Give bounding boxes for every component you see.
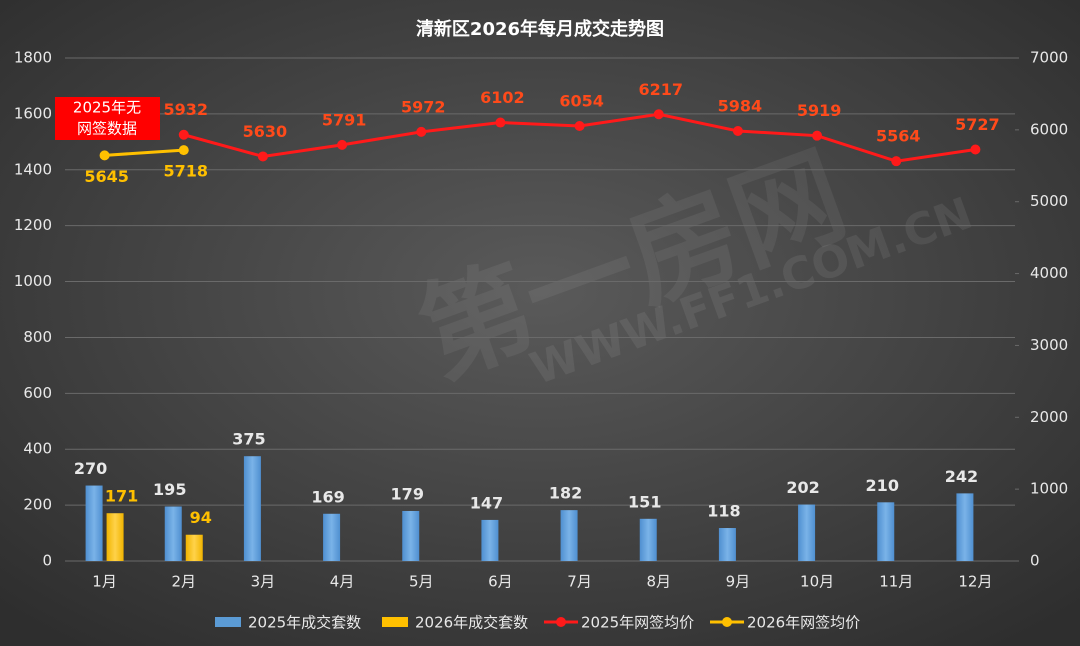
line-point [416, 126, 427, 137]
annotation: 网签数据 [77, 120, 137, 138]
bar [639, 518, 657, 561]
data-label: 151 [628, 492, 661, 511]
x-tick-label: 2月 [171, 573, 196, 591]
y-tick-label: 800 [23, 328, 52, 346]
x-tick-label: 4月 [330, 573, 355, 591]
bar [956, 493, 974, 561]
annotation: 2025年无 [73, 99, 141, 117]
line-point [257, 151, 268, 162]
x-tick-label: 5月 [409, 573, 434, 591]
x-tick-label: 1月 [92, 573, 117, 591]
line-point [970, 144, 981, 155]
bar [85, 485, 103, 561]
bar [323, 513, 341, 561]
line-point [812, 130, 823, 141]
y2-tick-label: 0 [1030, 552, 1040, 570]
y2-tick-label: 1000 [1030, 480, 1068, 498]
bar [798, 504, 816, 561]
data-label: 147 [470, 493, 503, 512]
y-tick-label: 1400 [14, 160, 52, 178]
line-point [732, 126, 743, 137]
bar [106, 513, 124, 561]
y-tick-label: 400 [23, 440, 52, 458]
x-tick-label: 3月 [251, 573, 276, 591]
bar [560, 510, 578, 561]
data-label: 6217 [638, 80, 683, 99]
line-point [574, 120, 585, 131]
bar [185, 534, 203, 561]
y-tick-label: 1800 [14, 49, 52, 67]
line-point [891, 156, 902, 167]
annotation-box [55, 97, 160, 140]
y2-tick-label: 6000 [1030, 120, 1068, 138]
data-label: 118 [707, 502, 740, 521]
data-label: 6102 [480, 88, 525, 107]
bar [164, 506, 182, 561]
data-label: 375 [232, 430, 265, 449]
line-point [495, 117, 506, 128]
x-tick-label: 11月 [879, 573, 913, 591]
data-label: 182 [549, 484, 582, 503]
data-label: 202 [786, 478, 819, 497]
data-label: 5932 [163, 100, 208, 119]
y2-tick-label: 2000 [1030, 408, 1068, 426]
data-label: 171 [105, 487, 138, 506]
x-tick-label: 8月 [646, 573, 671, 591]
data-label: 5919 [797, 101, 842, 120]
y2-tick-label: 7000 [1030, 49, 1068, 67]
x-tick-label: 12月 [958, 573, 992, 591]
y-tick-label: 1200 [14, 216, 52, 234]
x-tick-label: 7月 [567, 573, 592, 591]
data-label: 169 [311, 487, 344, 506]
x-tick-label: 6月 [488, 573, 513, 591]
line-point [178, 129, 189, 140]
data-label: 5564 [876, 127, 921, 146]
data-label: 195 [153, 480, 186, 499]
line-point [337, 139, 348, 150]
x-tick-label: 10月 [800, 573, 834, 591]
y-tick-label: 200 [23, 496, 52, 514]
y2-tick-label: 4000 [1030, 264, 1068, 282]
x-tick-label: 9月 [726, 573, 751, 591]
legend-label: 2026年成交套数 [415, 614, 528, 632]
y-tick-label: 0 [42, 552, 52, 570]
line-point [178, 145, 189, 156]
bar [481, 519, 499, 561]
data-label: 5630 [243, 122, 288, 141]
y-tick-label: 600 [23, 384, 52, 402]
data-label: 5718 [163, 162, 208, 181]
y-tick-label: 1600 [14, 104, 52, 122]
chart-title: 清新区2026年每月成交走势图 [416, 18, 664, 40]
data-label: 242 [945, 467, 978, 486]
legend-swatch [722, 617, 732, 627]
data-label: 6054 [559, 91, 604, 110]
y2-tick-label: 5000 [1030, 192, 1068, 210]
data-label: 94 [190, 508, 212, 527]
legend-label: 2025年成交套数 [248, 614, 361, 632]
data-label: 5972 [401, 97, 446, 116]
data-label: 210 [866, 476, 899, 495]
line-point [99, 150, 110, 161]
data-label: 270 [74, 459, 107, 478]
legend-swatch [556, 617, 566, 627]
legend-swatch [382, 617, 408, 627]
data-label: 5727 [955, 115, 1000, 134]
data-label: 179 [391, 484, 424, 503]
data-label: 5791 [322, 110, 367, 129]
y-tick-label: 1000 [14, 272, 52, 290]
legend-label: 2025年网签均价 [581, 614, 694, 632]
line [104, 148, 184, 157]
legend-label: 2026年网签均价 [747, 614, 860, 632]
bar [402, 510, 420, 561]
line-point [653, 109, 664, 120]
bar [877, 502, 895, 561]
bar [718, 528, 736, 561]
bar [243, 456, 261, 561]
legend-swatch [215, 617, 241, 627]
y2-tick-label: 3000 [1030, 336, 1068, 354]
data-label: 5984 [718, 97, 763, 116]
data-label: 5645 [84, 167, 129, 186]
